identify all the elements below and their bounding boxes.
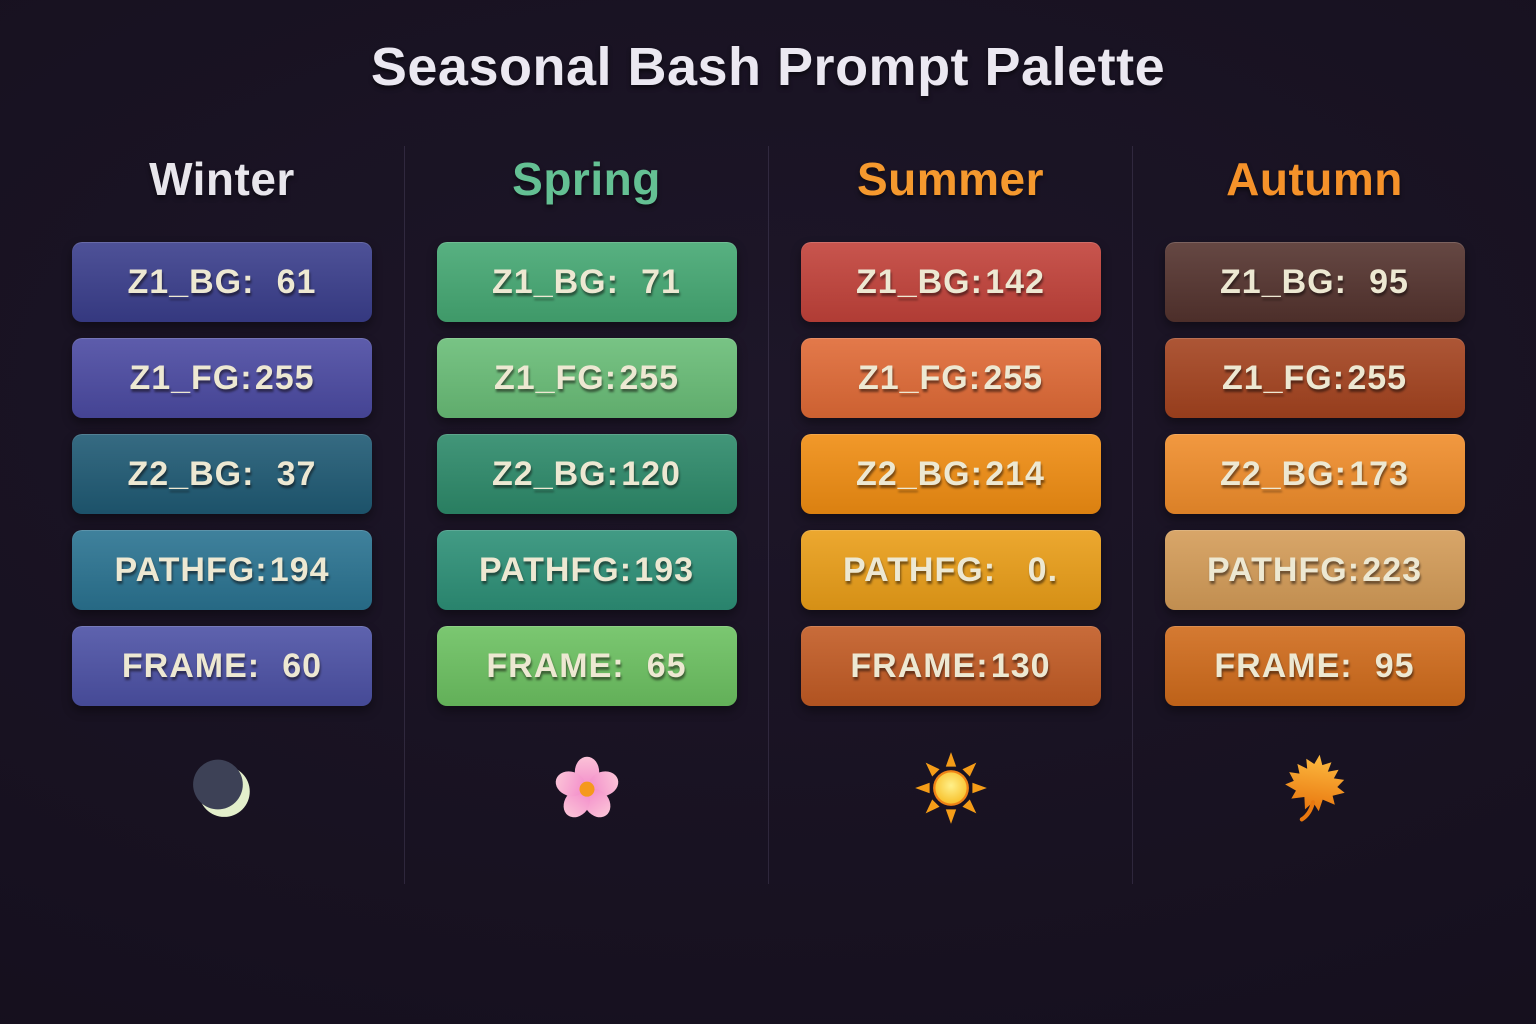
badge-value: 65 <box>646 646 687 685</box>
palette-badge: Z1_FG: 255 <box>436 338 737 418</box>
season-column-winter: Winter Z1_BG: 61 Z1_FG: 255 Z2_BG: 37 PA… <box>40 146 404 884</box>
badge-label: FRAME: <box>121 646 261 685</box>
badge-label: Z1_FG: <box>1221 358 1346 397</box>
badge-value: 60 <box>282 646 323 685</box>
badge-label: Z2_BG: <box>856 454 983 493</box>
badge-value: 37 <box>276 454 317 493</box>
badge-label: Z2_BG: <box>492 454 619 493</box>
badge-value: 194 <box>269 550 330 589</box>
palette-badge: Z1_FG: 255 <box>1164 338 1465 418</box>
palette-badge: PATHFG: 193 <box>436 530 737 610</box>
badge-value: 71 <box>641 262 681 301</box>
badge-label: FRAME: <box>1214 646 1353 685</box>
badge-value: 0. <box>1027 550 1059 589</box>
badge-value: 130 <box>990 646 1051 685</box>
badge-label: Z2_BG: <box>1220 454 1347 493</box>
badge-label: FRAME: <box>850 646 989 685</box>
palette-badge: Z1_BG: 61 <box>72 242 372 322</box>
palette-badge: Z2_BG: 37 <box>72 434 372 514</box>
palette-badge: FRAME: 130 <box>800 626 1101 706</box>
season-header-spring: Spring <box>512 153 661 205</box>
season-column-summer: Summer Z1_BG: 142 Z1_FG: 255 Z2_BG: 214 … <box>768 146 1132 884</box>
badge-value: 95 <box>1374 646 1415 685</box>
sun-icon <box>914 748 988 828</box>
badge-label: Z1_FG: <box>129 358 253 397</box>
palette-badge: PATHFG: 0. <box>800 530 1101 610</box>
badge-label: Z1_BG: <box>127 262 255 301</box>
palette-badge: Z2_BG: 120 <box>436 434 737 514</box>
badge-label: FRAME: <box>486 646 625 685</box>
palette-badge: PATHFG: 223 <box>1164 530 1465 610</box>
palette-grid: Winter Z1_BG: 61 Z1_FG: 255 Z2_BG: 37 PA… <box>40 146 1496 884</box>
palette-badge: Z1_BG: 71 <box>436 242 737 322</box>
palette-badge: Z1_BG: 142 <box>800 242 1101 322</box>
palette-badge: Z1_FG: 255 <box>800 338 1101 418</box>
badge-value: 255 <box>1347 358 1408 397</box>
palette-badge: PATHFG: 194 <box>72 530 372 610</box>
page-title: Seasonal Bash Prompt Palette <box>370 37 1166 97</box>
badge-value: 193 <box>634 550 695 589</box>
crescent-moon-icon <box>185 748 259 828</box>
badge-value: 173 <box>1349 454 1409 493</box>
season-header-winter: Winter <box>149 153 295 205</box>
palette-badge: Z1_BG: 95 <box>1164 242 1465 322</box>
badge-label: PATHFG: <box>478 550 633 589</box>
palette-badge: Z2_BG: 214 <box>800 434 1101 514</box>
season-header-autumn: Autumn <box>1226 153 1403 205</box>
badge-value: 255 <box>619 358 680 397</box>
cherry-blossom-icon <box>550 748 624 828</box>
badge-label: Z1_FG: <box>493 358 618 397</box>
badge-value: 214 <box>985 454 1045 493</box>
palette-badge: FRAME: 65 <box>436 626 737 706</box>
season-column-autumn: Autumn Z1_BG: 95 Z1_FG: 255 Z2_BG: 173 P… <box>1132 146 1496 884</box>
season-header-summer: Summer <box>856 153 1045 205</box>
badge-value: 61 <box>276 262 317 301</box>
maple-leaf-icon <box>1278 748 1352 828</box>
badge-value: 120 <box>621 454 681 493</box>
badge-value: 223 <box>1362 550 1423 589</box>
badge-label: Z1_FG: <box>857 358 982 397</box>
season-column-spring: Spring Z1_BG: 71 Z1_FG: 255 Z2_BG: 120 P… <box>404 146 768 884</box>
palette-badge: Z1_FG: 255 <box>72 338 372 418</box>
badge-label: PATHFG: <box>842 550 997 589</box>
palette-badge: FRAME: 60 <box>72 626 372 706</box>
badge-value: 95 <box>1369 262 1409 301</box>
badge-value: 142 <box>985 262 1045 301</box>
badge-label: Z2_BG: <box>127 454 255 493</box>
badge-label: PATHFG: <box>1206 550 1361 589</box>
badge-value: 255 <box>254 358 315 397</box>
badge-value: 255 <box>983 358 1044 397</box>
badge-label: PATHFG: <box>114 550 268 589</box>
badge-label: Z1_BG: <box>492 262 619 301</box>
palette-badge: Z2_BG: 173 <box>1164 434 1465 514</box>
badge-label: Z1_BG: <box>856 262 983 301</box>
badge-label: Z1_BG: <box>1220 262 1347 301</box>
palette-badge: FRAME: 95 <box>1164 626 1465 706</box>
